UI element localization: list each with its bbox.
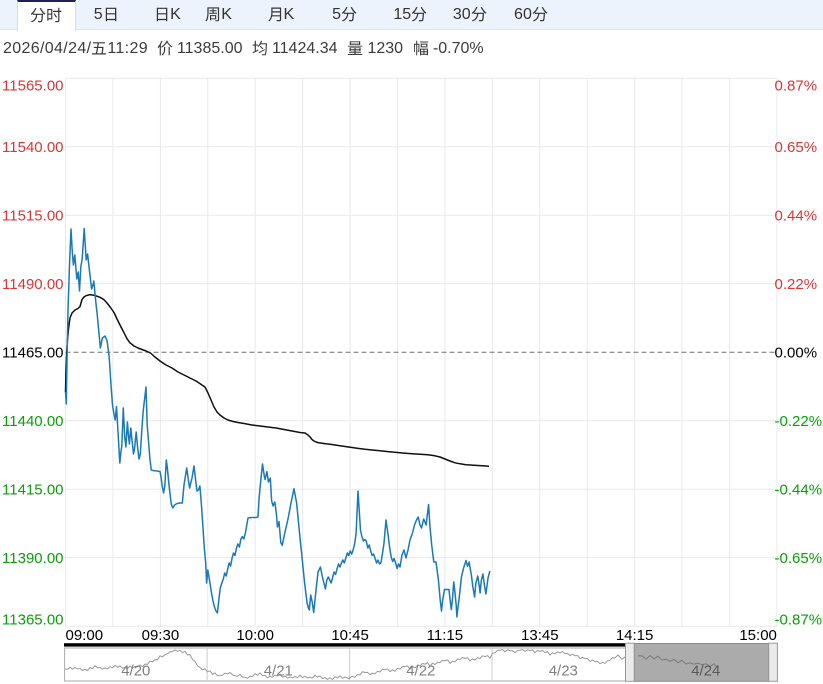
svg-text:4/20: 4/20 [121,663,150,680]
svg-text:4/21: 4/21 [264,663,293,680]
svg-text:0.00%: 0.00% [775,345,818,362]
svg-text:09:00: 09:00 [66,627,104,644]
svg-text:4/24: 4/24 [691,663,720,680]
svg-text:4/22: 4/22 [406,663,435,680]
svg-text:4/23: 4/23 [549,663,578,680]
svg-text:11540.00: 11540.00 [2,139,63,156]
svg-text:10:45: 10:45 [331,627,369,644]
svg-text:-0.87%: -0.87% [775,611,823,628]
svg-text:0.22%: 0.22% [775,276,818,293]
svg-text:11365.00: 11365.00 [2,611,63,628]
svg-text:10:00: 10:00 [236,627,274,644]
svg-text:-0.44%: -0.44% [775,482,823,499]
svg-text:11:15: 11:15 [427,627,463,644]
svg-text:11465.00: 11465.00 [2,345,63,362]
svg-text:09:30: 09:30 [142,627,180,644]
svg-text:0.87%: 0.87% [775,78,818,95]
svg-text:11415.00: 11415.00 [2,482,63,499]
svg-text:-0.22%: -0.22% [775,413,823,430]
svg-text:11515.00: 11515.00 [2,208,63,225]
svg-text:14:15: 14:15 [616,627,654,644]
svg-text:11490.00: 11490.00 [2,276,63,293]
svg-text:11390.00: 11390.00 [2,550,63,567]
svg-text:0.44%: 0.44% [775,208,818,225]
svg-text:15:00: 15:00 [739,627,777,644]
svg-text:13:45: 13:45 [521,627,559,644]
svg-text:0.65%: 0.65% [775,139,818,156]
svg-text:11440.00: 11440.00 [2,413,63,430]
svg-text:-0.65%: -0.65% [775,550,823,567]
svg-text:11565.00: 11565.00 [2,78,63,95]
